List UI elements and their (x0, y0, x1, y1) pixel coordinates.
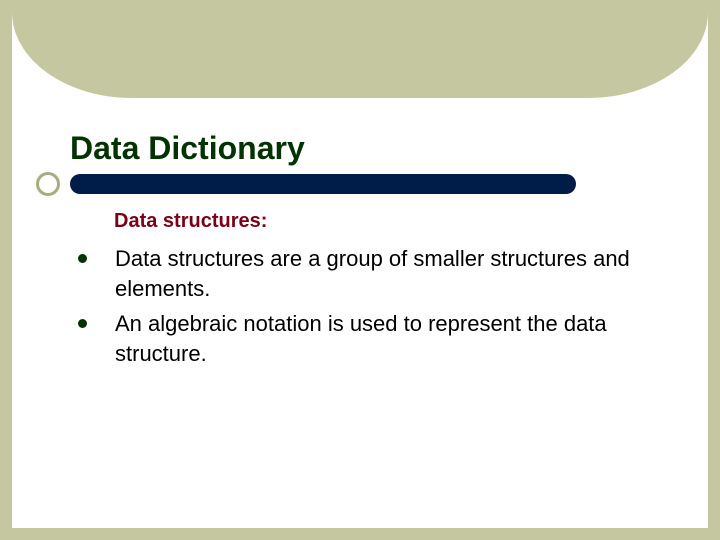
bullet-icon (78, 254, 87, 263)
list-item: Data structures are a group of smaller s… (78, 244, 658, 303)
title-underline-bar (70, 174, 576, 194)
title-underline-ring-icon (36, 172, 60, 196)
slide-title: Data Dictionary (70, 130, 305, 167)
bullet-text: An algebraic notation is used to represe… (115, 309, 658, 368)
bullet-list: Data structures are a group of smaller s… (78, 244, 658, 375)
list-item: An algebraic notation is used to represe… (78, 309, 658, 368)
slide-container: Data Dictionary Data structures: Data st… (12, 12, 708, 528)
bullet-icon (78, 319, 87, 328)
top-decorative-arc (12, 12, 708, 98)
bullet-text: Data structures are a group of smaller s… (115, 244, 658, 303)
subheading: Data structures: (114, 210, 267, 233)
